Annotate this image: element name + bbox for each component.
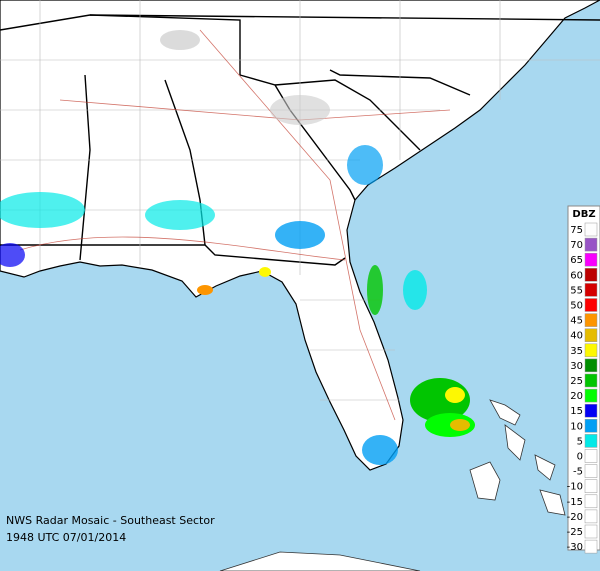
legend-label: -10 xyxy=(567,482,583,493)
legend-swatch xyxy=(584,313,598,327)
legend-label: -30 xyxy=(567,542,583,553)
legend-swatch xyxy=(584,373,598,388)
legend-swatch xyxy=(584,237,598,252)
legend-swatch xyxy=(584,298,598,312)
legend-swatch xyxy=(584,252,598,267)
legend-label: 55 xyxy=(570,285,583,296)
legend-label: 30 xyxy=(570,361,583,372)
legend-label: -5 xyxy=(573,467,583,478)
legend-swatch xyxy=(584,509,598,524)
legend-swatch xyxy=(584,524,598,539)
legend-label: -20 xyxy=(567,512,583,523)
legend-label: 75 xyxy=(570,225,583,236)
legend-label: 5 xyxy=(577,436,583,447)
radar-echoes xyxy=(0,30,475,465)
legend-label: 20 xyxy=(570,391,583,402)
legend-swatch xyxy=(584,222,598,237)
legend-swatch xyxy=(584,464,598,478)
legend: 757065605550454035302520151050-5-10-15-2… xyxy=(567,222,598,554)
caption-title: NWS Radar Mosaic - Southeast Sector xyxy=(6,514,215,527)
legend-title: DBZ xyxy=(572,209,595,220)
legend-label: -25 xyxy=(567,527,583,538)
legend-swatch xyxy=(584,358,598,373)
legend-swatch xyxy=(584,403,598,418)
legend-label: 50 xyxy=(570,301,583,312)
legend-swatch xyxy=(584,328,598,342)
legend-label: 60 xyxy=(570,270,583,281)
legend-label: 65 xyxy=(570,255,583,266)
legend-swatch xyxy=(584,419,598,433)
legend-swatch xyxy=(584,494,598,509)
legend-label: 25 xyxy=(570,376,583,387)
legend-label: 35 xyxy=(570,346,583,357)
legend-label: 70 xyxy=(570,240,583,251)
legend-label: 10 xyxy=(570,421,583,432)
legend-label: 40 xyxy=(570,331,583,342)
legend-label: 0 xyxy=(577,452,583,463)
legend-swatch xyxy=(584,343,598,358)
legend-swatch xyxy=(584,283,598,297)
caption-time: 1948 UTC 07/01/2014 xyxy=(6,531,126,544)
legend-swatch xyxy=(584,539,598,554)
county-lines xyxy=(0,0,600,401)
legend-swatch xyxy=(584,479,598,493)
legend-label: 45 xyxy=(570,316,583,327)
legend-swatch xyxy=(584,434,598,448)
legend-swatch xyxy=(584,449,598,463)
legend-label: -15 xyxy=(567,497,583,508)
legend-label: 15 xyxy=(570,406,583,417)
islands xyxy=(219,399,566,571)
legend-swatch xyxy=(584,268,598,282)
legend-swatch xyxy=(584,388,598,403)
